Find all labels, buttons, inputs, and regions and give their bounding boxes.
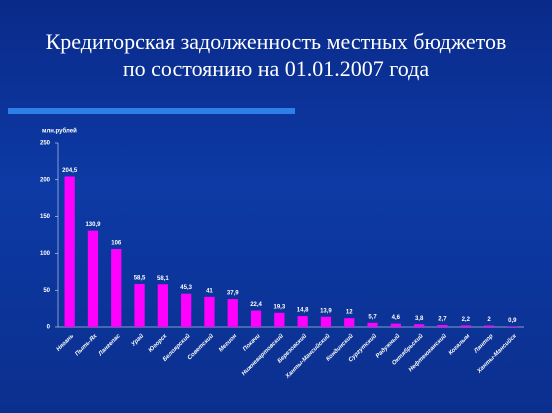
bar [460,325,471,327]
value-label: 130,9 [85,222,101,228]
y-tick-label: 200 [40,177,51,183]
value-label: 0,9 [508,318,517,324]
y-tick-label: 50 [43,288,50,294]
x-tick-label: Когалым [448,333,472,357]
x-tick-label: Лянтор [473,333,495,355]
x-tick-label: Нижневартовский [240,332,285,377]
value-label: 58,5 [134,276,146,282]
value-label: 58,1 [157,276,169,282]
x-tick-label: Югорск [148,333,169,354]
x-tick-label: Урай [130,332,145,347]
x-tick-label: Лангепас [97,333,122,358]
bar [87,230,99,327]
value-label: 204,5 [62,168,78,174]
value-label: 13,9 [320,308,332,314]
bar [64,176,75,327]
value-label: 12 [346,310,353,316]
bar [437,325,448,327]
bar [344,318,355,327]
y-tick-label: 0 [47,325,51,331]
y-tick-label: 100 [40,251,51,257]
bar [390,323,401,327]
value-label: 5,7 [368,314,377,320]
bar [181,293,192,327]
bar [204,296,215,327]
value-label: 2 [487,317,491,323]
value-label: 2,2 [462,317,471,323]
bar [320,316,332,327]
chart-title: Кредиторская задолженность местных бюдже… [45,29,507,81]
value-label: 22,4 [250,302,262,308]
x-tick-label: Нягань [56,333,76,353]
value-label: 45,3 [180,285,192,291]
bar [483,325,495,327]
x-tick-label: Покачи [242,333,262,353]
value-label: 106 [111,241,122,247]
bar [274,312,285,327]
y-tick-label: 250 [40,141,51,147]
value-label: 14,8 [297,308,309,314]
value-label: 2,7 [438,317,447,323]
bar [507,326,518,327]
y-tick-label: 150 [40,214,51,220]
value-label: 19,3 [274,304,286,310]
bar [111,248,122,327]
x-tick-label: Ханты-Мансийский [284,332,332,380]
value-label: 4,6 [392,315,401,321]
x-tick-label: Нефтеюганский [407,332,448,373]
title-rule [8,108,295,114]
x-tick-label: Мегион [218,333,238,353]
x-tick-label: Пыть-Ях [74,333,99,358]
bar [157,284,168,327]
bar [414,324,425,327]
bar [250,310,262,327]
value-label: 3,8 [415,316,424,322]
bar [227,299,238,327]
value-label: 37,9 [227,291,239,297]
bar [367,322,378,327]
bar [297,316,308,327]
y-axis-label: млн.рублей [42,128,77,135]
value-label: 41 [206,288,213,294]
x-tick-label: Ханты-Мансийск [475,332,518,375]
bar [134,283,145,327]
